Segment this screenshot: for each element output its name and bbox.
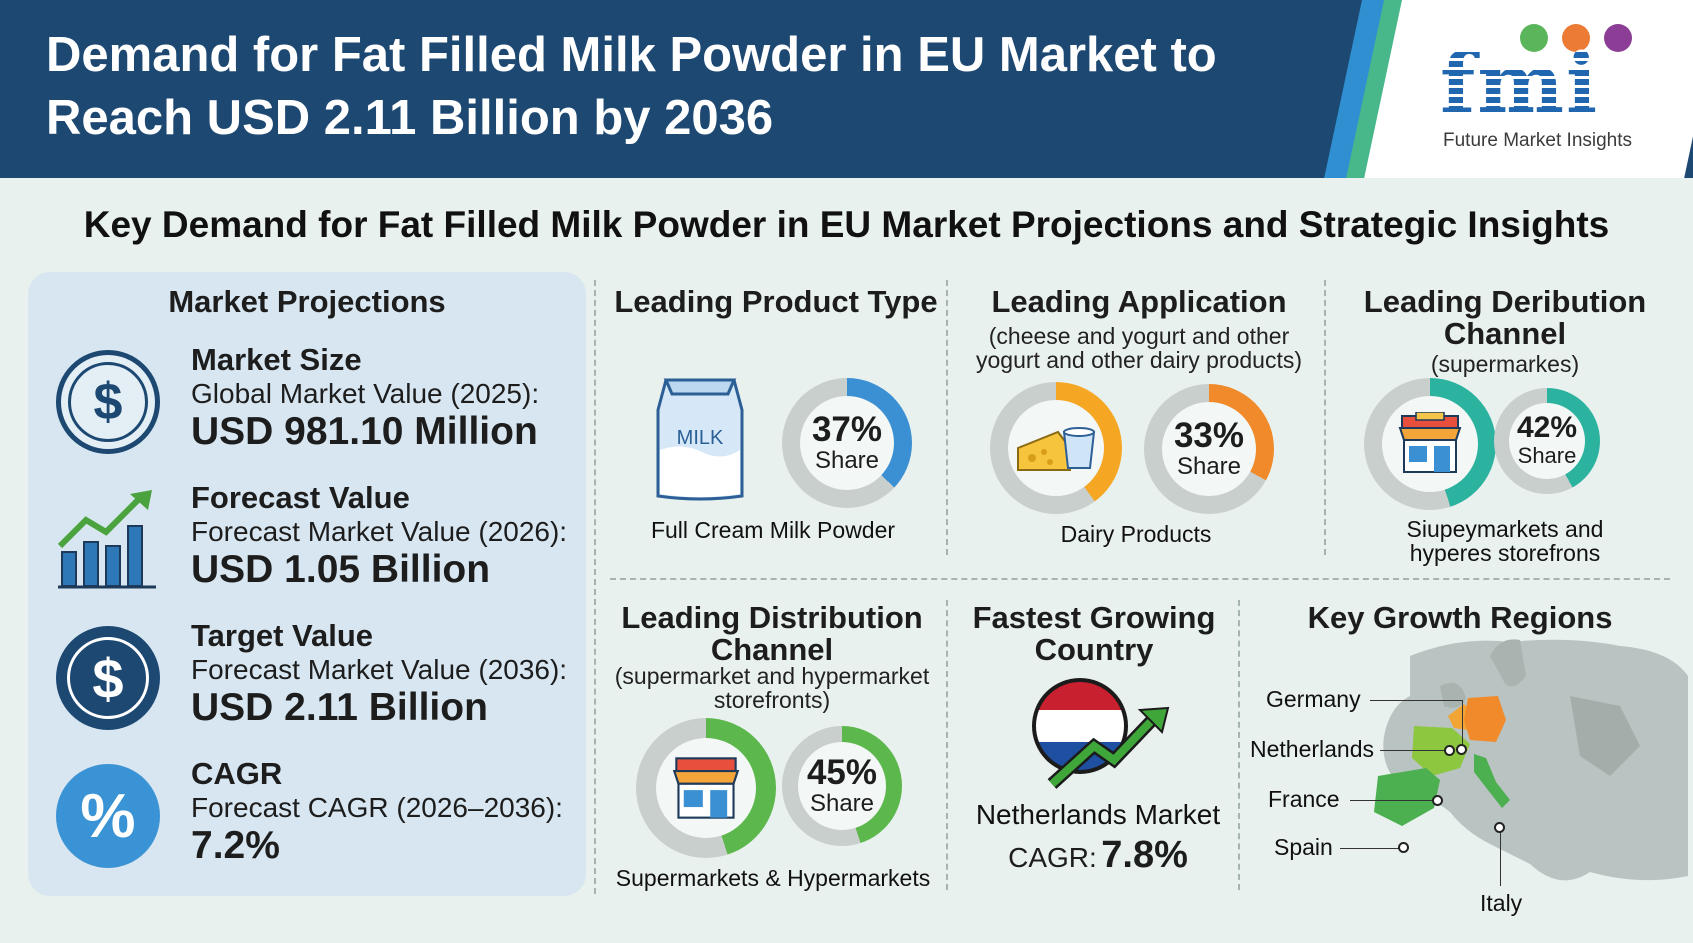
projection-title: Forecast Value — [191, 480, 410, 515]
leader-line — [1340, 848, 1404, 849]
cagr-label: CAGR: — [1008, 842, 1097, 873]
share-label: Share — [814, 447, 880, 474]
milk-carton-icon: MILK — [656, 378, 744, 501]
milk-icon-text: MILK — [677, 427, 724, 449]
deribution-donut: 42% Share — [1494, 388, 1600, 494]
share-label: Share — [1517, 443, 1577, 468]
divider — [1238, 600, 1240, 890]
country-name: Netherlands Market — [975, 799, 1221, 830]
card-item: Supermarkets & Hypermarkets — [615, 865, 931, 891]
logo-dot-orange-icon — [1562, 24, 1590, 52]
leader-line — [1370, 700, 1462, 701]
region-label-france: France — [1268, 786, 1340, 812]
projection-label: Forecast Market Value (2026): — [191, 516, 568, 547]
card-subtitle: (cheese and yogurt and other yogurt and … — [975, 323, 1302, 373]
growth-chart-icon — [57, 490, 156, 589]
card-title: Fastest Growing Country — [972, 600, 1216, 667]
netherlands-marker-icon — [1444, 745, 1455, 756]
header-banner: Demand for Fat Filled Milk Powder in EU … — [0, 0, 1693, 178]
market-projections-title: Market Projections — [168, 284, 446, 319]
divider — [594, 280, 596, 894]
share-percent: 37% — [811, 410, 883, 449]
leader-line — [1462, 700, 1463, 750]
card-item: Siupeymarkets and hyperes storefrons — [1406, 516, 1604, 566]
distribution-donut: 45% Share — [782, 726, 902, 846]
dollar-icon: $ — [56, 350, 160, 454]
product-type-donut: 37% Share — [782, 378, 912, 508]
country-cagr: CAGR: 7.8% — [958, 834, 1238, 877]
card-title: Leading Product Type — [614, 284, 938, 319]
store-icon — [1398, 412, 1462, 473]
section-subtitle: Key Demand for Fat Filled Milk Powder in… — [83, 204, 1610, 245]
cheese-donut-ring — [990, 382, 1122, 514]
projection-value: USD 2.11 Billion — [191, 686, 488, 729]
share-percent: 33% — [1173, 416, 1245, 455]
card-title: Leading Application — [991, 284, 1287, 319]
projection-label: Forecast Market Value (2036): — [191, 654, 568, 685]
store-donut-ring — [1364, 378, 1496, 510]
projection-title: Market Size — [191, 342, 362, 377]
card-subtitle: (supermarket and hypermarket storefronts… — [614, 663, 930, 713]
card-item: Full Cream Milk Powder — [650, 517, 896, 543]
projection-title: CAGR — [191, 756, 283, 791]
divider — [946, 280, 948, 555]
logo-subtitle: Future Market Insights — [1443, 130, 1633, 151]
projection-market-size: $ Market Size Global Market Value (2025)… — [28, 342, 586, 462]
divider — [946, 600, 948, 890]
market-projections-panel: Market Projections $ Market Size Global … — [28, 272, 586, 896]
cagr-value: 7.8% — [1101, 834, 1188, 876]
logo-dot-green-icon — [1520, 24, 1548, 52]
logo-dot-purple-icon — [1604, 24, 1632, 52]
percent-icon: % — [56, 764, 160, 868]
card-title: Leading Deribution Channel — [1363, 284, 1647, 351]
card-title: Key Growth Regions — [1307, 600, 1613, 635]
application-donut: 33% Share — [1144, 384, 1274, 514]
share-percent: 42% — [1516, 411, 1578, 444]
region-label-germany: Germany — [1266, 686, 1361, 712]
projection-forecast-value: Forecast Value Forecast Market Value (20… — [28, 480, 586, 600]
region-label-italy: Italy — [1480, 890, 1523, 916]
france-marker-icon — [1432, 795, 1443, 806]
dollar-coin-icon: $ — [56, 626, 160, 730]
spain-marker-icon — [1398, 842, 1409, 853]
netherlands-flag-icon — [1032, 678, 1170, 789]
store-donut-ring — [636, 718, 776, 858]
projection-value: 7.2% — [191, 824, 280, 867]
projection-label: Forecast CAGR (2026–2036): — [191, 792, 563, 823]
projection-title: Target Value — [191, 618, 374, 653]
region-label-spain: Spain — [1274, 834, 1333, 860]
leader-line — [1500, 828, 1501, 886]
divider — [1324, 280, 1326, 555]
share-label: Share — [809, 790, 875, 817]
card-item: Dairy Products — [1060, 521, 1212, 547]
divider — [610, 578, 1670, 580]
germany-marker-icon — [1456, 744, 1467, 755]
europe-map — [1374, 639, 1688, 881]
page-title: Demand for Fat Filled Milk Powder in EU … — [46, 28, 1217, 145]
cheese-yogurt-icon — [1017, 427, 1096, 471]
projection-value: USD 981.10 Million — [191, 410, 538, 453]
projection-label: Global Market Value (2025): — [191, 378, 540, 409]
italy-marker-icon — [1494, 822, 1505, 833]
card-subtitle: (supermarkes) — [1430, 351, 1580, 377]
share-percent: 45% — [806, 753, 878, 792]
projection-target-value: $ Target Value Forecast Market Value (20… — [28, 618, 586, 738]
leader-line — [1380, 750, 1450, 751]
card-title: Leading Distribution Channel — [621, 600, 923, 667]
store-icon — [672, 757, 740, 819]
projection-cagr: % CAGR Forecast CAGR (2026–2036): 7.2% — [28, 756, 586, 876]
projection-value: USD 1.05 Billion — [191, 548, 491, 591]
logo-wordmark: fmi — [1440, 36, 1600, 132]
share-label: Share — [1176, 453, 1242, 480]
leader-line — [1350, 800, 1436, 801]
fmi-logo: fmi Future Market Insights — [1440, 20, 1670, 160]
region-label-netherlands: Netherlands — [1250, 736, 1375, 762]
